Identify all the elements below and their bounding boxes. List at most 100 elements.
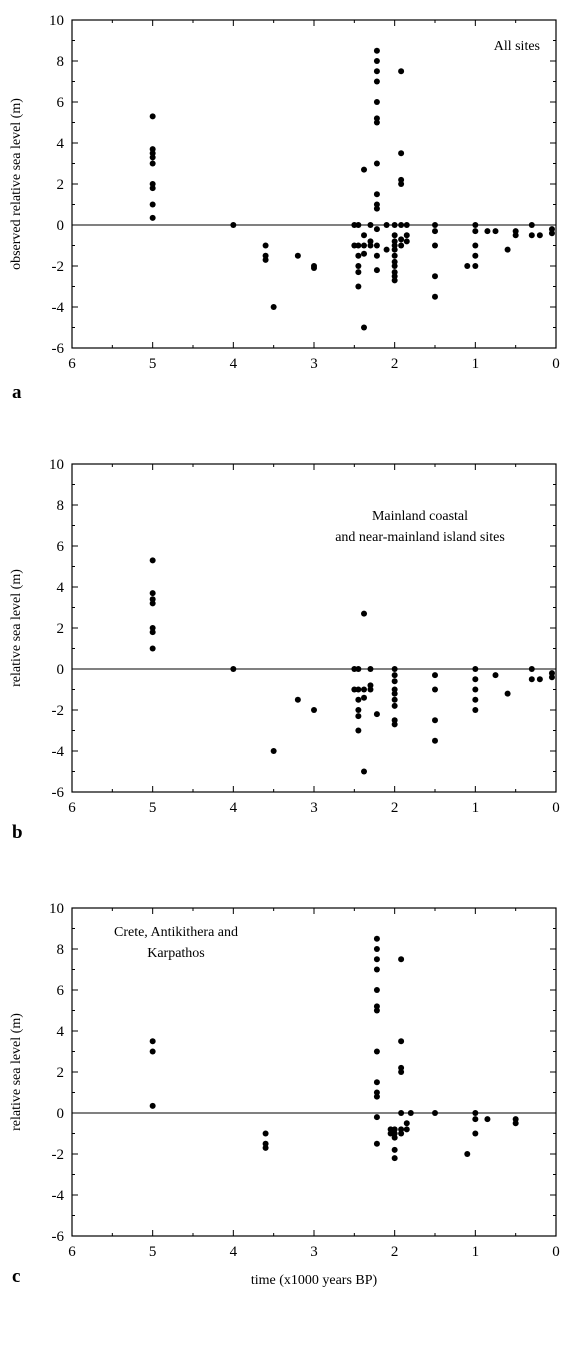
y-tick-label: 2 (57, 621, 65, 637)
y-tick-label: -6 (52, 1229, 65, 1245)
data-point (355, 666, 362, 672)
data-point (391, 690, 398, 697)
x-tick-label: 4 (230, 800, 238, 816)
data-point (361, 242, 368, 249)
data-point (398, 1038, 405, 1045)
data-point (472, 676, 479, 683)
y-axis-label: relative sea level (m) (9, 1013, 24, 1131)
data-point (391, 246, 398, 253)
data-point (472, 1110, 479, 1116)
data-point (398, 1110, 405, 1116)
data-point (403, 222, 410, 228)
data-point (270, 304, 277, 310)
data-point (398, 956, 405, 963)
data-point (484, 228, 491, 235)
panel-annotation: Karpathos (147, 946, 205, 961)
data-point (361, 250, 368, 257)
data-point (373, 1093, 380, 1100)
data-point (432, 273, 438, 280)
x-tick-label: 6 (68, 356, 76, 372)
panel-annotation: and near-mainland island sites (335, 530, 505, 545)
y-tick-label: 2 (57, 1065, 65, 1081)
data-point (391, 717, 398, 724)
data-point (373, 1007, 380, 1014)
data-point (432, 686, 438, 693)
data-point (373, 160, 380, 167)
data-point (294, 696, 301, 703)
data-point (536, 676, 543, 683)
data-point (355, 283, 362, 290)
data-point (391, 678, 398, 685)
data-point (373, 191, 380, 198)
y-tick-label: 8 (57, 498, 65, 514)
data-point (548, 230, 555, 237)
data-point (391, 1155, 398, 1162)
y-tick-label: 6 (57, 95, 65, 111)
data-point (472, 222, 479, 228)
x-tick-label: 6 (68, 1244, 76, 1260)
data-point (373, 966, 380, 973)
data-point (391, 696, 398, 703)
y-tick-label: 4 (57, 136, 65, 152)
data-point (262, 1144, 269, 1151)
data-point (373, 47, 380, 54)
x-tick-label: 1 (472, 800, 480, 816)
data-point (149, 625, 156, 631)
data-point (373, 1114, 380, 1121)
data-point (367, 242, 374, 249)
data-point (373, 946, 380, 952)
data-point (528, 222, 535, 228)
data-point (355, 713, 362, 720)
data-point (432, 228, 438, 235)
data-point (398, 1064, 405, 1071)
plot-frame (71, 463, 557, 793)
data-point (472, 242, 479, 249)
data-point (548, 674, 555, 681)
panel-letter: c (12, 1266, 20, 1287)
data-point (391, 1146, 398, 1153)
data-point (373, 956, 380, 963)
data-point (472, 252, 479, 259)
data-point (432, 293, 438, 300)
data-point (149, 160, 156, 167)
data-point (383, 246, 390, 253)
data-point (361, 768, 368, 775)
data-point (548, 670, 555, 677)
data-point (262, 1130, 269, 1137)
panel-letter: b (12, 822, 23, 843)
y-tick-label: -2 (52, 1147, 65, 1163)
data-point (373, 119, 380, 126)
plot-frame (71, 907, 557, 1237)
data-point (373, 201, 380, 208)
data-point (403, 238, 410, 245)
data-point (149, 600, 156, 607)
plot-frame (71, 19, 557, 349)
data-point (361, 686, 368, 693)
y-tick-label: 4 (57, 1024, 65, 1040)
data-point (472, 686, 479, 693)
data-point (367, 686, 374, 693)
data-point (149, 201, 156, 208)
x-tick-label: 2 (391, 800, 399, 816)
y-tick-label: 0 (57, 1106, 65, 1122)
data-point (398, 1126, 405, 1133)
data-point (373, 226, 380, 233)
data-point (432, 1110, 438, 1116)
y-tick-label: 0 (57, 218, 65, 234)
data-point (391, 258, 398, 265)
data-point (464, 263, 471, 269)
data-point (361, 610, 368, 617)
x-axis-label: time (x1000 years BP) (251, 1273, 378, 1288)
data-point (391, 222, 398, 228)
data-point (548, 226, 555, 233)
data-point (432, 717, 438, 724)
data-point (391, 672, 398, 679)
panel-letter: a (12, 382, 22, 403)
data-point (355, 727, 362, 734)
data-point (472, 696, 479, 703)
data-point (262, 256, 269, 263)
x-tick-label: 5 (149, 1244, 157, 1260)
data-point (398, 242, 405, 249)
data-point (355, 252, 362, 259)
